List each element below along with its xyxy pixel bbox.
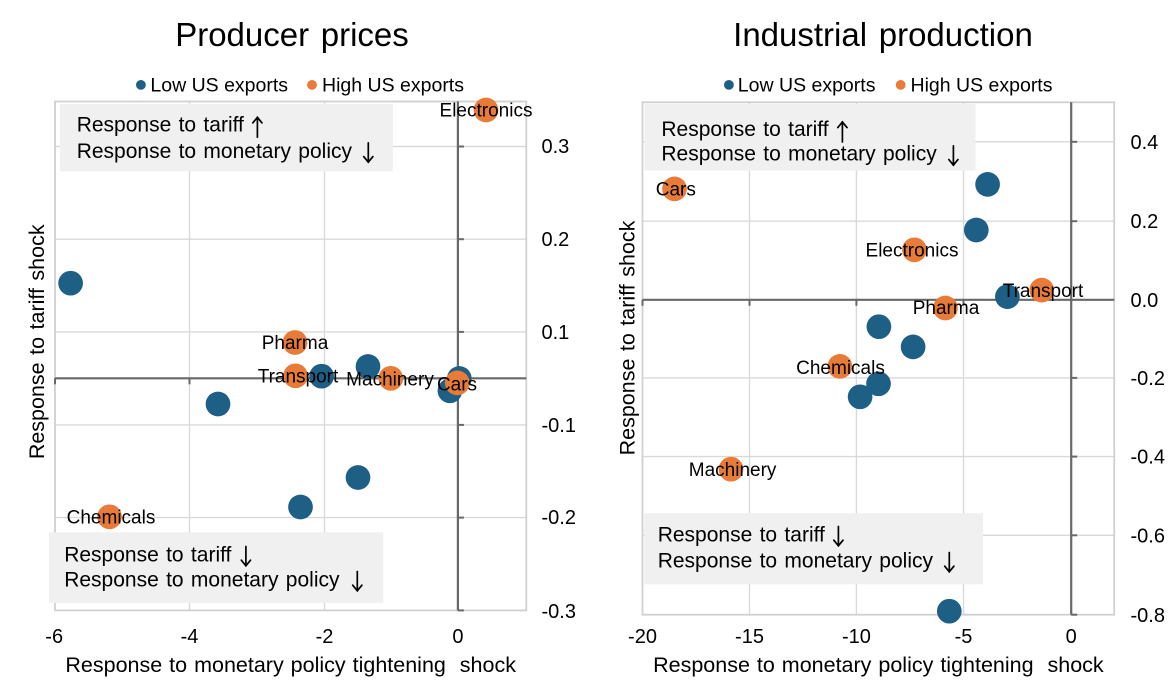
svg-text:Machinery: Machinery [689, 460, 777, 481]
svg-text:Cars: Cars [656, 180, 696, 201]
svg-text:Response to monetary policy: Response to monetary policy [658, 549, 934, 572]
svg-text:-20: -20 [628, 626, 657, 648]
svg-text:Response to tariff: Response to tariff [77, 113, 244, 136]
svg-text:-15: -15 [735, 626, 764, 648]
svg-text:Response to monetary policy: Response to monetary policy [64, 568, 340, 591]
svg-text:-10: -10 [842, 626, 871, 648]
svg-text:-0.3: -0.3 [542, 601, 576, 623]
svg-text:-6: -6 [45, 626, 63, 648]
svg-text:Response to monetary policy: Response to monetary policy [661, 143, 937, 166]
svg-text:-0.4: -0.4 [1131, 447, 1165, 469]
svg-text:Transport: Transport [1003, 281, 1084, 302]
svg-text:-0.2: -0.2 [1131, 368, 1165, 390]
svg-text:Response to tariff shock: Response to tariff shock [616, 220, 640, 455]
svg-text:Industrial production: Industrial production [733, 16, 1033, 53]
svg-text:High US exports: High US exports [322, 75, 464, 97]
svg-text:Low US exports: Low US exports [738, 75, 876, 97]
svg-text:Response to tariff shock: Response to tariff shock [25, 224, 49, 459]
svg-text:0.2: 0.2 [1131, 211, 1159, 233]
svg-text:Cars: Cars [437, 375, 477, 396]
svg-text:Chemicals: Chemicals [67, 507, 156, 528]
svg-text:Response to tariff: Response to tariff [64, 543, 231, 566]
svg-text:Machinery: Machinery [346, 370, 434, 391]
svg-text:Transport: Transport [258, 366, 339, 387]
svg-text:0.1: 0.1 [542, 322, 570, 344]
svg-text:Response to tariff: Response to tariff [658, 523, 825, 546]
svg-text:-4: -4 [181, 626, 199, 648]
svg-text:-0.1: -0.1 [542, 415, 576, 437]
svg-text:-2: -2 [316, 626, 334, 648]
svg-text:-0.2: -0.2 [542, 507, 576, 529]
svg-text:0: 0 [452, 626, 463, 648]
svg-text:-0.6: -0.6 [1131, 525, 1165, 547]
svg-text:Response to monetary policy: Response to monetary policy [77, 140, 353, 163]
svg-text:-5: -5 [955, 626, 973, 648]
svg-text:High US exports: High US exports [911, 75, 1053, 97]
svg-text:0: 0 [1066, 626, 1077, 648]
svg-text:Producer prices: Producer prices [175, 16, 409, 53]
svg-text:Chemicals: Chemicals [796, 358, 885, 379]
svg-text:-0.8: -0.8 [1131, 605, 1165, 627]
svg-text:0.4: 0.4 [1131, 132, 1159, 154]
svg-text:Response to monetary policy ti: Response to monetary policy tightening s… [653, 653, 1104, 677]
svg-text:Pharma: Pharma [262, 333, 329, 354]
svg-text:0.2: 0.2 [542, 229, 570, 251]
svg-text:Low US exports: Low US exports [150, 75, 288, 97]
svg-text:Electronics: Electronics [440, 101, 533, 122]
svg-text:Electronics: Electronics [866, 240, 959, 261]
svg-text:0.3: 0.3 [542, 136, 570, 158]
svg-text:Response to tariff: Response to tariff [661, 118, 828, 141]
svg-text:Pharma: Pharma [913, 298, 980, 319]
svg-text:Response to monetary policy ti: Response to monetary policy tightening s… [65, 653, 516, 677]
svg-text:0.0: 0.0 [1131, 290, 1159, 312]
